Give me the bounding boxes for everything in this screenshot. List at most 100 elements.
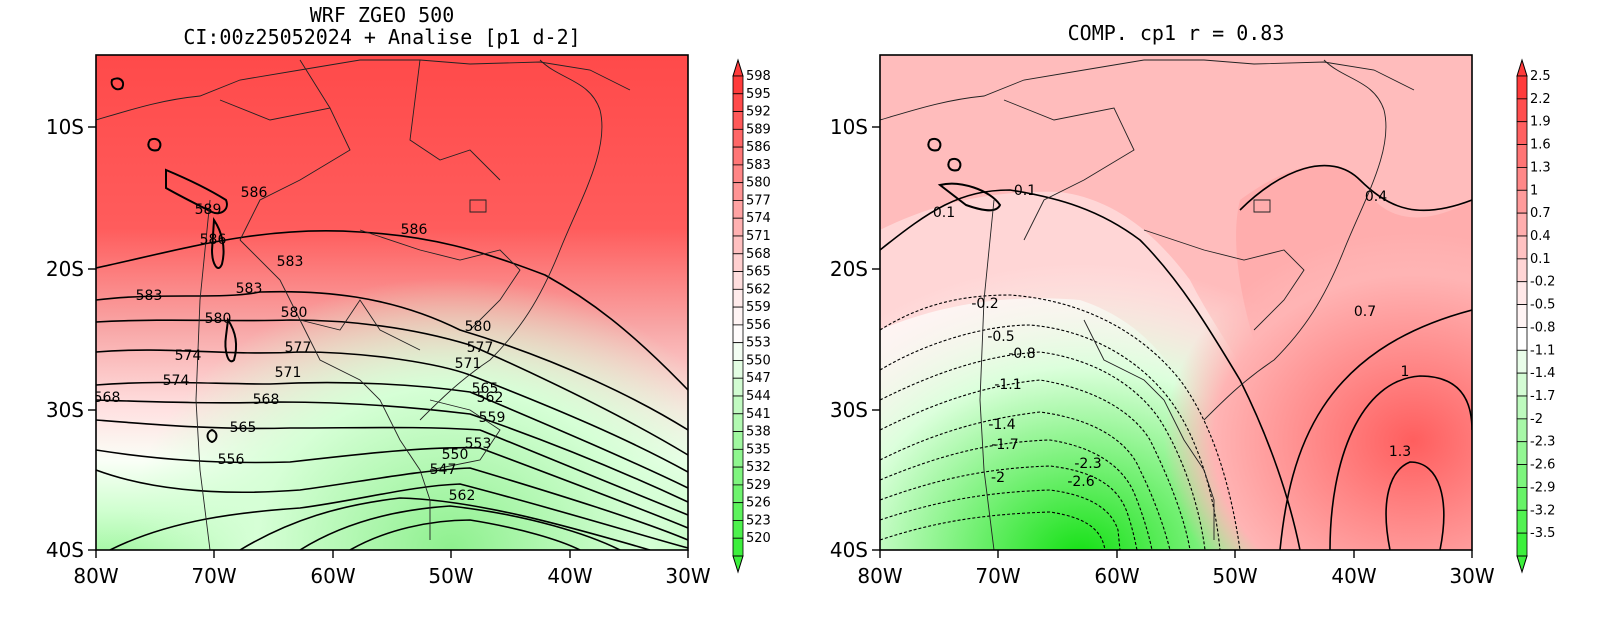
contour-label: 580	[281, 305, 308, 321]
contour-label: -1.7	[991, 437, 1018, 453]
contour-label: 562	[477, 390, 504, 406]
colorbar-swatch	[732, 75, 744, 95]
colorbar-label: 568	[746, 247, 771, 262]
colorbar-swatch	[732, 200, 744, 219]
contour-label: 583	[236, 281, 263, 297]
colorbar-label: 1.9	[1530, 115, 1551, 130]
colorbar-label: 1.3	[1530, 160, 1551, 175]
colorbar-swatch	[732, 466, 744, 486]
colorbar-swatch	[1516, 372, 1528, 397]
colorbar-swatch	[732, 484, 744, 504]
colorbar-swatch	[732, 93, 744, 112]
left-lat-tick-20s: 20S	[46, 257, 84, 281]
colorbar-label: 544	[746, 389, 771, 404]
colorbar-label: 571	[746, 229, 771, 244]
right-lat-tick-10s: 10S	[830, 115, 868, 139]
contour-label: -0.5	[987, 329, 1014, 345]
colorbar-label: -3.2	[1530, 503, 1555, 518]
colorbar-label: 580	[746, 176, 771, 191]
colorbar-label: 520	[746, 531, 771, 546]
colorbar-swatch	[1516, 212, 1528, 237]
colorbar-swatch	[1516, 75, 1528, 100]
colorbar-swatch	[1516, 281, 1528, 305]
colorbar-label: 562	[746, 282, 771, 297]
colorbar-label: -3.5	[1530, 526, 1555, 541]
contour-label: 565	[230, 420, 257, 436]
left-lon-tick-50w: 50W	[428, 564, 473, 588]
colorbar-swatch	[732, 217, 744, 237]
colorbar-swatch	[732, 111, 744, 130]
colorbar-swatch	[732, 342, 744, 361]
left-lat-tick-40s: 40S	[46, 538, 84, 562]
colorbar-swatch	[732, 128, 744, 148]
contour-label: -2	[991, 470, 1005, 486]
left-lon-tick-30w: 30W	[665, 564, 710, 588]
colorbar-swatch	[1516, 349, 1528, 374]
colorbar-swatch	[732, 288, 744, 308]
colorbar-swatch	[732, 537, 744, 557]
colorbar-swatch	[732, 271, 744, 290]
colorbar-swatch	[1516, 418, 1528, 443]
contour-label: 0.1	[933, 205, 955, 221]
contour-label: 589	[195, 202, 222, 218]
colorbar-swatch	[732, 146, 744, 166]
colorbar-swatch	[732, 431, 744, 450]
contour-label: -2.3	[1074, 456, 1101, 472]
contour-label: 586	[241, 185, 268, 201]
contour-label: 568	[253, 392, 280, 408]
colorbar-label: 556	[746, 318, 771, 333]
colorbar-label: 586	[746, 140, 771, 155]
contour-label: 571	[455, 356, 482, 372]
right-contour-labels: 0.1 0.1 0.4 0.7 1 1.3 -0.2 -0.5-0.8 -1.1 -1.4 -1.7…	[933, 183, 1411, 490]
colorbar-label: 550	[746, 353, 771, 368]
colorbar-label: 592	[746, 105, 771, 120]
colorbar-swatch	[1516, 304, 1528, 328]
contour-label: 1	[1401, 364, 1410, 380]
right-axes: 10S 20S 30S 40S 80W 70W 60W 50W 40W 30W	[830, 115, 1495, 588]
right-lon-tick-60w: 60W	[1094, 564, 1139, 588]
left-lon-tick-60w: 60W	[310, 564, 355, 588]
colorbar-swatch	[1516, 189, 1528, 214]
colorbar-swatch	[1516, 167, 1528, 191]
colorbar-swatch	[732, 448, 744, 468]
colorbar-swatch	[732, 520, 744, 539]
right-colorbar: 2.5 2.2 1.9 1.6 1.3 1 0.7 0.4 0.1 -0.2 -0.5 -0.8 -1.…	[1516, 58, 1555, 574]
right-lon-tick-30w: 30W	[1449, 564, 1494, 588]
colorbar-swatch	[1516, 441, 1528, 465]
colorbar-swatch	[732, 377, 744, 397]
colorbar-label: 0.4	[1530, 229, 1551, 244]
colorbar-label: 553	[746, 336, 771, 351]
colorbar-swatch	[732, 395, 744, 415]
right-lat-tick-20s: 20S	[830, 257, 868, 281]
right-lat-tick-40s: 40S	[830, 538, 868, 562]
contour-label: 574	[163, 373, 190, 389]
colorbar-swatch	[732, 182, 744, 201]
left-title-line2: CI:00z25052024 + Analise [p1 d-2]	[183, 25, 580, 49]
right-lon-tick-70w: 70W	[975, 564, 1020, 588]
colorbar-swatch	[732, 306, 744, 326]
contour-label: 0.1	[1014, 183, 1036, 199]
colorbar-label: 0.7	[1530, 206, 1551, 221]
colorbar-swatch	[732, 360, 744, 379]
colorbar-label: 595	[746, 87, 771, 102]
contour-label: 583	[136, 288, 163, 304]
colorbar-swatch	[1516, 98, 1528, 123]
colorbar-label: -1.4	[1530, 366, 1555, 381]
contour-label: -1.1	[994, 377, 1021, 393]
left-lon-tick-70w: 70W	[191, 564, 236, 588]
colorbar-label: 577	[746, 193, 771, 208]
colorbar-label: 541	[746, 407, 771, 422]
contour-label: 550	[442, 447, 469, 463]
colorbar-swatch	[1516, 509, 1528, 534]
colorbar-swatch	[1516, 464, 1528, 488]
colorbar-arrow-bottom	[1516, 555, 1528, 574]
colorbar-label: -2	[1530, 412, 1543, 427]
contour-label: 565	[472, 381, 499, 397]
right-lon-tick-50w: 50W	[1212, 564, 1257, 588]
contour-label: 562	[449, 488, 476, 504]
colorbar-label: 526	[746, 496, 771, 511]
right-map-panel: COMP. cp1 r = 0.83	[830, 21, 1556, 588]
colorbar-label: 2.2	[1530, 92, 1551, 107]
